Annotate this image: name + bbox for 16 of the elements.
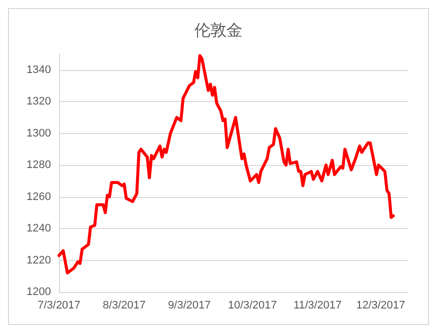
line-series — [58, 54, 395, 274]
x-tick-label: 9/3/2017 — [168, 300, 211, 312]
y-tick-label: 1220 — [26, 254, 51, 266]
y-tick-label: 1200 — [26, 286, 51, 298]
y-tick-label: 1240 — [26, 222, 51, 235]
x-tick-label: 7/3/2017 — [38, 300, 80, 312]
chart-title: 伦敦金 — [194, 20, 242, 40]
y-tick-label: 1320 — [26, 96, 51, 108]
x-tick-label: 8/3/2017 — [102, 300, 146, 312]
y-tick-label: 1340 — [26, 64, 51, 76]
x-tick-label: 11/3/2017 — [294, 300, 342, 312]
y-tick-label: 1280 — [26, 159, 51, 172]
x-tick-label: 10/3/2017 — [228, 300, 277, 312]
y-tick-label: 1300 — [26, 127, 51, 140]
y-tick-label: 1260 — [26, 190, 51, 203]
x-tick-label: 12/3/2017 — [356, 300, 406, 312]
